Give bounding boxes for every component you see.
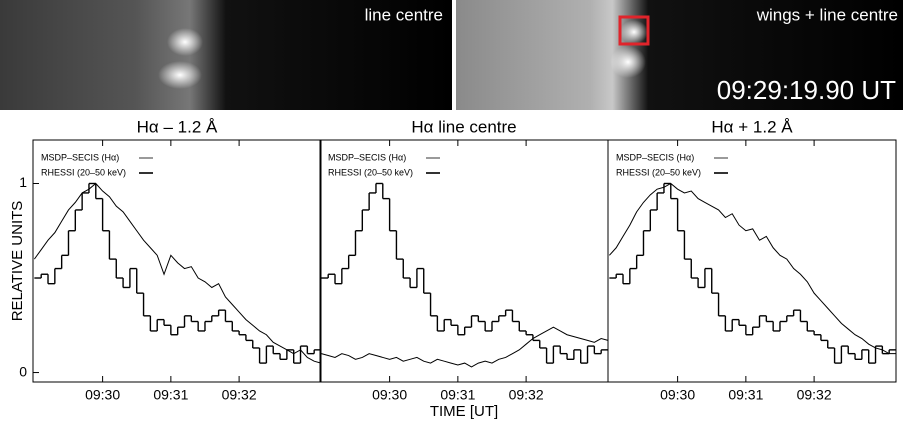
x-tick-label: 09:31 <box>440 387 475 403</box>
step-riser <box>327 183 602 364</box>
y-tick-label: 1 <box>19 174 27 190</box>
legend-label: MSDP–SECIS (Hα) <box>616 152 694 162</box>
bright-kernel <box>167 28 203 56</box>
y-tick-label: 0 <box>19 363 27 379</box>
x-tick-label: 09:30 <box>85 387 120 403</box>
plot-frame <box>607 139 897 383</box>
x-tick-label: 09:30 <box>660 387 695 403</box>
x-tick-label: 09:32 <box>509 387 544 403</box>
legend-label: MSDP–SECIS (Hα) <box>328 152 406 162</box>
chart-title: Hα – 1.2 Å <box>137 117 218 136</box>
timestamp: 09:29:19.90 UT <box>717 75 896 105</box>
step-riser <box>40 183 315 364</box>
bright-kernel <box>610 46 646 78</box>
legend-label: RHESSI (20–50 keV) <box>41 167 126 177</box>
chart-title: Hα + 1.2 Å <box>711 117 793 136</box>
chart-title: Hα line centre <box>411 117 516 136</box>
x-tick-label: 09:31 <box>728 387 763 403</box>
series-line <box>321 326 609 368</box>
x-tick-label: 09:32 <box>797 387 832 403</box>
x-tick-label: 09:31 <box>153 387 188 403</box>
x-tick-label: 09:32 <box>222 387 257 403</box>
series-line <box>608 182 896 355</box>
legend-label: RHESSI (20–50 keV) <box>616 167 701 177</box>
image-line-centre <box>0 0 452 110</box>
image-label: wings + line centre <box>756 5 898 24</box>
legend-label: MSDP–SECIS (Hα) <box>41 152 119 162</box>
x-tick-label: 09:30 <box>372 387 407 403</box>
y-axis-label: RELATIVE UNITS <box>9 201 26 322</box>
legend-label: RHESSI (20–50 keV) <box>328 167 413 177</box>
step-riser <box>615 183 890 364</box>
bright-kernel <box>158 61 202 89</box>
image-wings <box>456 0 903 110</box>
plot-frame <box>32 139 322 383</box>
bright-kernel <box>620 20 648 44</box>
x-axis-label: TIME [UT] <box>430 403 498 420</box>
image-label: line centre <box>365 5 443 24</box>
region-box <box>618 15 650 46</box>
